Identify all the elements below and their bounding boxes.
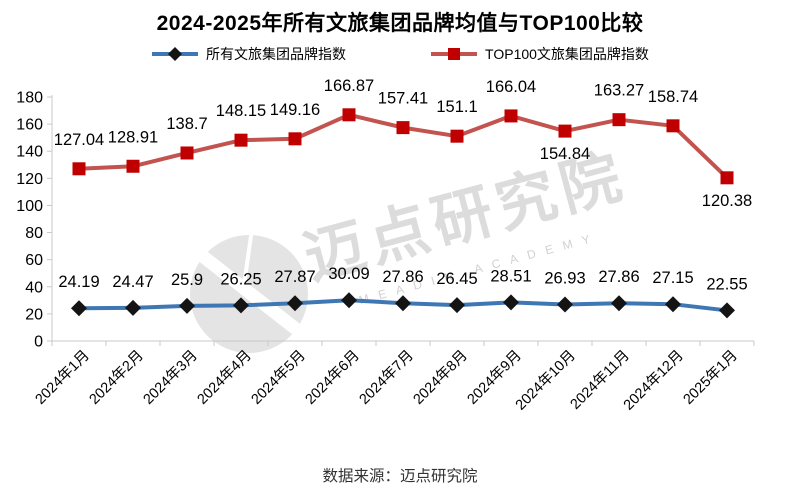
y-axis-tick-label: 100	[16, 198, 43, 215]
data-label: 25.9	[171, 271, 203, 289]
point-marker-square	[288, 132, 302, 146]
x-axis-label: 2024年3月	[140, 347, 201, 408]
data-label: 158.74	[648, 88, 698, 106]
data-label: 163.27	[594, 82, 644, 100]
x-axis-label: 2024年8月	[410, 347, 471, 408]
data-label: 28.51	[490, 267, 531, 285]
legend-item-all-groups: 所有文旅集团品牌指数	[151, 44, 346, 64]
data-label: 30.09	[328, 265, 369, 283]
y-axis-tick-label: 120	[16, 171, 43, 188]
data-label: 27.86	[598, 268, 639, 286]
point-marker-diamond	[71, 300, 87, 317]
x-axis-label: 2024年2月	[86, 347, 147, 408]
point-marker-diamond	[449, 297, 465, 314]
data-label: 127.04	[54, 131, 104, 149]
y-axis-tick-label: 20	[25, 306, 43, 323]
legend-square-marker-icon	[448, 48, 461, 60]
x-axis-label: 2024年7月	[356, 347, 417, 408]
y-axis-tick-label: 160	[16, 117, 43, 134]
point-marker-diamond	[179, 297, 195, 314]
point-marker-diamond	[611, 295, 627, 312]
x-axis-label: 2024年1月	[32, 347, 93, 408]
data-label: 154.84	[540, 145, 590, 163]
legend-item-top100: TOP100文旅集团品牌指数	[430, 44, 649, 64]
x-axis-label: 2024年6月	[302, 347, 363, 408]
legend-label-all-groups: 所有文旅集团品牌指数	[206, 46, 347, 62]
point-marker-diamond	[233, 297, 249, 314]
data-label: 149.16	[270, 101, 320, 119]
point-marker-square	[180, 146, 194, 160]
x-axis-label: 2024年5月	[248, 347, 309, 408]
legend-swatch-line-square	[431, 48, 478, 60]
data-label: 120.38	[702, 192, 752, 210]
y-axis-tick-label: 80	[25, 225, 43, 242]
data-label: 27.15	[652, 269, 693, 287]
point-marker-square	[126, 159, 140, 173]
point-marker-diamond	[557, 296, 573, 313]
point-marker-diamond	[341, 292, 357, 309]
point-marker-diamond	[665, 296, 681, 313]
data-label: 166.04	[486, 78, 536, 96]
data-label: 148.15	[216, 102, 266, 120]
y-axis-tick-label: 180	[16, 90, 43, 107]
point-marker-square	[558, 124, 572, 138]
data-label: 22.55	[706, 275, 747, 293]
data-label: 24.47	[112, 273, 153, 291]
point-marker-square	[342, 108, 356, 122]
data-label: 26.93	[544, 269, 585, 287]
y-axis-tick-label: 40	[25, 279, 43, 296]
legend-swatch-line-diamond	[152, 47, 199, 61]
point-marker-square	[72, 162, 86, 176]
legend-diamond-marker-icon	[168, 47, 183, 61]
point-marker-square	[666, 119, 680, 133]
y-axis-tick-label: 0	[34, 334, 43, 351]
point-marker-square	[504, 109, 518, 123]
data-label: 26.25	[220, 270, 261, 288]
x-axis-label: 2025年1月	[680, 347, 741, 408]
data-label: 157.41	[378, 90, 428, 108]
data-label: 128.91	[108, 128, 158, 146]
y-axis-tick-label: 140	[16, 144, 43, 161]
point-marker-square	[612, 113, 626, 127]
x-axis-label: 2024年4月	[194, 347, 255, 408]
legend-label-top100: TOP100文旅集团品牌指数	[485, 46, 649, 62]
data-label: 151.1	[436, 98, 477, 116]
y-axis-tick-label: 60	[25, 252, 43, 269]
data-label: 166.87	[324, 77, 374, 95]
page-title: 2024-2025年所有文旅集团品牌均值与TOP100比较	[156, 12, 644, 35]
point-marker-diamond	[719, 302, 735, 319]
point-marker-diamond	[395, 295, 411, 312]
point-marker-diamond	[503, 294, 519, 311]
data-label: 24.19	[58, 273, 99, 291]
chart-legend: 所有文旅集团品牌指数 TOP100文旅集团品牌指数	[0, 44, 800, 64]
data-label: 27.87	[274, 268, 315, 286]
data-label: 138.7	[166, 115, 207, 133]
data-label: 27.86	[382, 268, 423, 286]
point-marker-square	[720, 171, 734, 185]
data-source-note: 数据来源：迈点研究院	[322, 468, 478, 485]
point-marker-diamond	[287, 295, 303, 312]
data-label: 26.45	[436, 270, 477, 288]
point-marker-diamond	[125, 299, 141, 316]
point-marker-square	[396, 121, 410, 135]
point-marker-square	[450, 129, 464, 143]
point-marker-square	[234, 133, 248, 147]
